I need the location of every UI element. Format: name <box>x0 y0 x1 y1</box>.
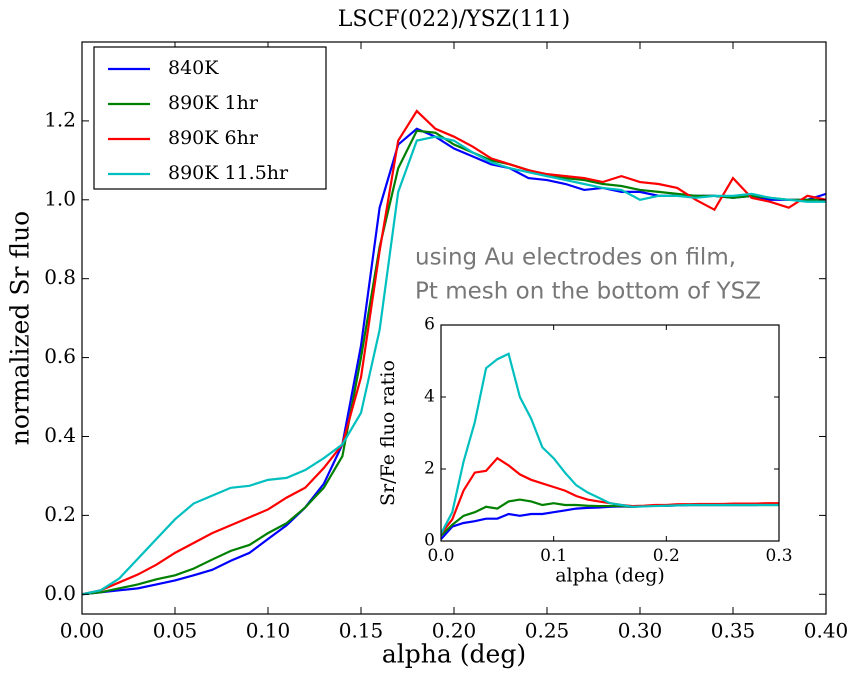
y-tick-label: 2 <box>424 459 435 479</box>
x-tick-label: 0.2 <box>653 546 680 566</box>
plot-area: 0.0 0.1 0.2 0.3 0 2 4 6 alpha (deg) Sr/Fe fluo ra… <box>377 315 793 587</box>
y-tick-label: 4 <box>424 387 435 407</box>
x-axis-label: alpha (deg) <box>555 565 665 587</box>
x-tick-label: 0.3 <box>765 546 792 566</box>
x-tick-label: 0.05 <box>153 619 198 643</box>
y-tick-label: 0.8 <box>44 265 76 289</box>
x-tick-label: 0.30 <box>618 619 663 643</box>
y-tick-label: 0.6 <box>44 344 76 368</box>
y-tick-label: 1.0 <box>44 186 76 210</box>
y-tick-label: 0.2 <box>44 502 76 526</box>
x-tick-label: 0.20 <box>432 619 477 643</box>
legend-label: 840K <box>168 57 219 79</box>
y-tick-label: 6 <box>424 315 435 335</box>
x-tick-label: 0.25 <box>525 619 570 643</box>
legend-box <box>93 46 327 190</box>
y-tick-label: 0 <box>424 531 435 551</box>
y-tick-label: 1.2 <box>44 107 76 131</box>
x-tick-label: 0.10 <box>246 619 291 643</box>
x-axis-label: alpha (deg) <box>382 640 526 669</box>
y-tick-label: 0.0 <box>44 581 76 605</box>
x-tick-label: 0.40 <box>804 619 849 643</box>
plot-frame <box>440 324 780 542</box>
legend-label: 890K 1hr <box>168 92 259 114</box>
annotation: using Au electrodes on film, <box>415 245 736 271</box>
annotation: Pt mesh on the bottom of YSZ <box>415 279 761 305</box>
y-tick-label: 0.4 <box>44 423 76 447</box>
x-tick-label: 0.35 <box>711 619 756 643</box>
data-line <box>441 352 779 535</box>
data-line <box>82 129 826 596</box>
y-axis-label: normalized Sr fluo <box>6 211 35 445</box>
legend-label: 890K 11.5hr <box>168 162 289 184</box>
x-tick-label: 0.15 <box>339 619 384 643</box>
legend-label: 890K 6hr <box>168 127 259 149</box>
x-tick-label: 0.1 <box>540 546 567 566</box>
data-line <box>82 109 826 596</box>
chart-title: LSCF(022)/YSZ(111) <box>338 7 570 32</box>
data-line <box>82 135 826 596</box>
x-tick-label: 0.00 <box>60 619 105 643</box>
x-tick-label: 0.0 <box>427 546 454 566</box>
y-axis-label: Sr/Fe fluo ratio <box>377 360 399 506</box>
